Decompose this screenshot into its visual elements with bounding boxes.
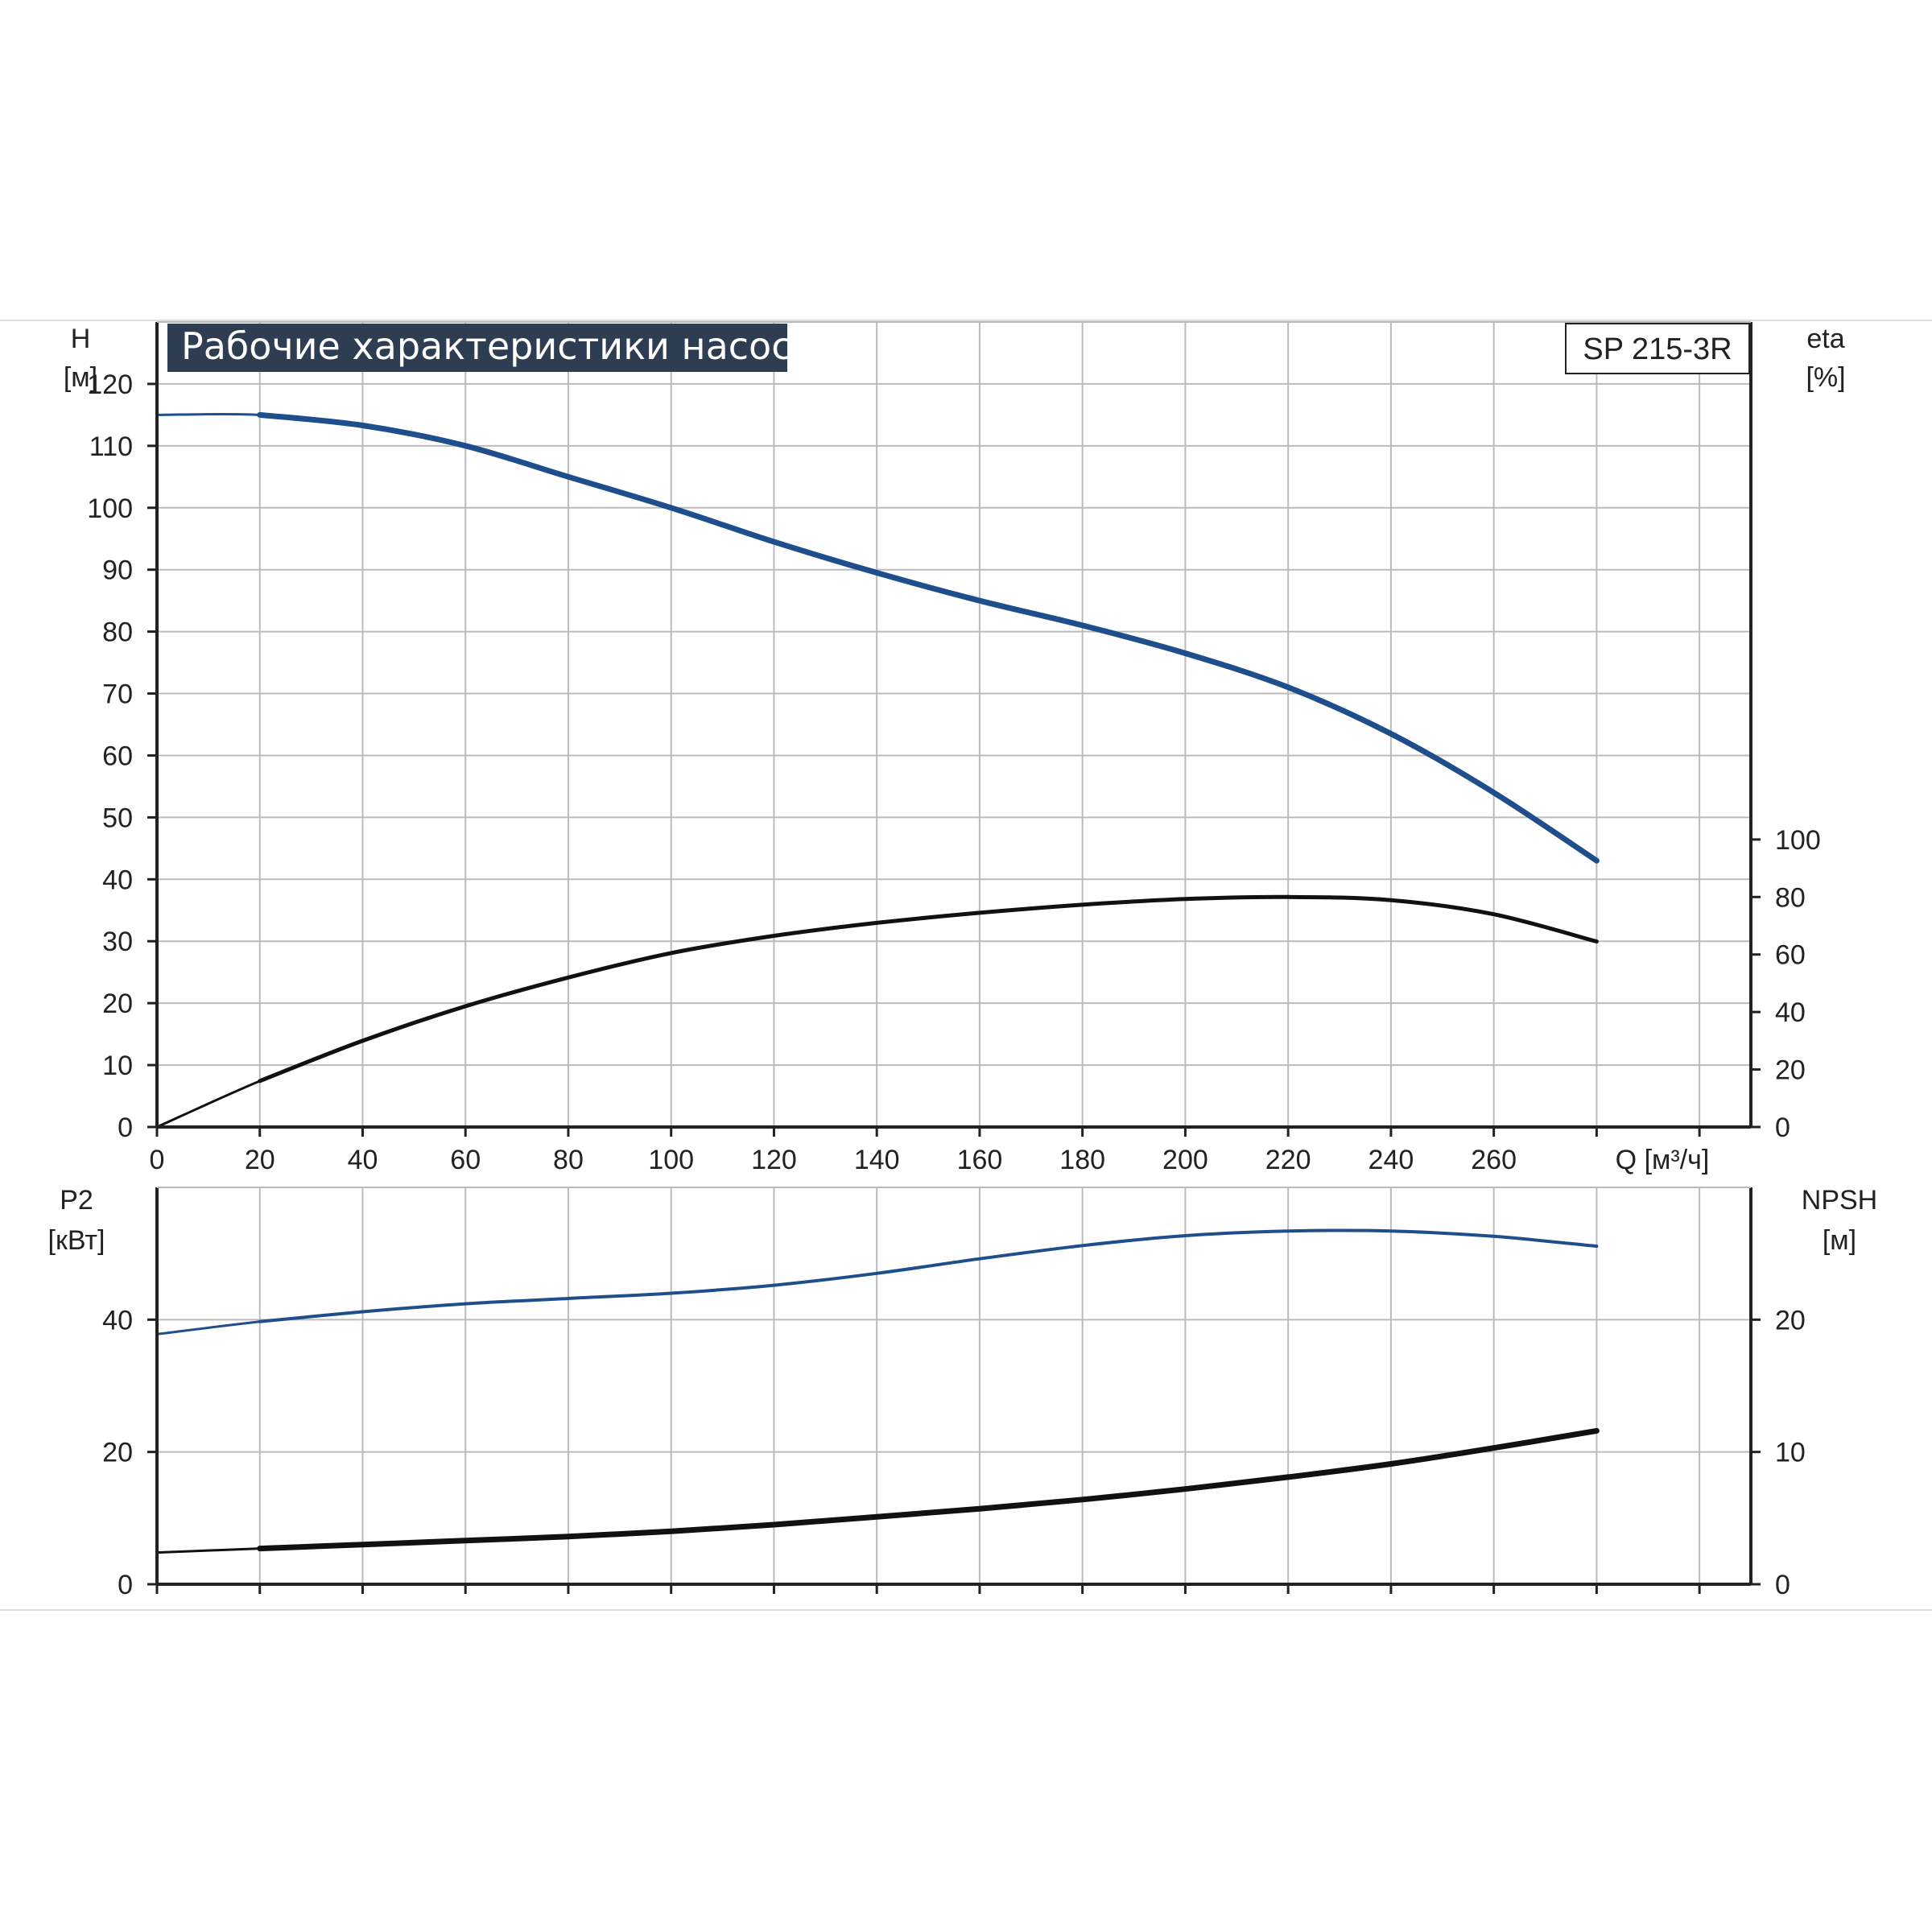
- x-tick-label: 140: [854, 1145, 900, 1175]
- y-left-tick-label: 40: [102, 865, 133, 895]
- npsh-axis-title: NPSH: [1802, 1185, 1877, 1216]
- x-tick-label: 240: [1368, 1145, 1414, 1175]
- y-right-tick-label: 0: [1775, 1113, 1790, 1143]
- head-curve-start: [156, 412, 260, 416]
- y-left-tick-label: 120: [87, 369, 133, 400]
- x-tick-label: 180: [1059, 1145, 1105, 1175]
- y-left-tick-label: 0: [118, 1570, 133, 1600]
- y-right-tick-label: 0: [1775, 1570, 1790, 1600]
- power-axis-title: P2: [60, 1185, 93, 1216]
- y-left-tick-label: 20: [102, 989, 133, 1019]
- head-curve: [257, 411, 1600, 864]
- x-tick-label: 120: [751, 1145, 797, 1175]
- efficiency-curve: [258, 894, 1599, 1084]
- y-left-axis-title: H: [71, 324, 91, 354]
- npsh-curve-start: [156, 1547, 260, 1554]
- x-tick-label: 80: [553, 1145, 584, 1175]
- y-right-tick-label: 100: [1775, 825, 1821, 856]
- y-right-tick-label: 20: [1775, 1305, 1806, 1335]
- x-tick-label: 40: [348, 1145, 378, 1175]
- y-left-tick-label: 80: [102, 617, 133, 648]
- x-tick-label: 20: [245, 1145, 275, 1175]
- x-tick-label: 260: [1471, 1145, 1517, 1175]
- y-left-tick-label: 100: [87, 493, 133, 524]
- power-p2-curve-start: [156, 1320, 260, 1335]
- x-tick-label: 60: [450, 1145, 481, 1175]
- power-p2-curve: [258, 1228, 1599, 1323]
- x-tick-label: 0: [150, 1145, 165, 1175]
- model-label: SP 215-3R: [1583, 332, 1732, 366]
- x-tick-label: 100: [648, 1145, 694, 1175]
- x-axis-title: Q [м³/ч]: [1616, 1145, 1710, 1175]
- y-right-tick-label: 80: [1775, 882, 1806, 913]
- x-tick-label: 220: [1265, 1145, 1311, 1175]
- y-right-axis-unit: [%]: [1806, 362, 1845, 393]
- power-axis-unit: [кВт]: [48, 1225, 105, 1256]
- y-right-tick-label: 20: [1775, 1055, 1806, 1086]
- y-right-axis-title: eta: [1806, 324, 1844, 354]
- y-left-tick-label: 40: [102, 1305, 133, 1335]
- y-left-tick-label: 90: [102, 555, 133, 586]
- x-tick-label: 160: [957, 1145, 1003, 1175]
- y-left-tick-label: 0: [118, 1113, 133, 1143]
- npsh-axis-unit: [м]: [1823, 1225, 1856, 1256]
- y-right-tick-label: 60: [1775, 940, 1806, 971]
- y-right-tick-label: 40: [1775, 997, 1806, 1028]
- chart-title: Рабочие характеристики насоса: [181, 324, 815, 368]
- y-left-tick-label: 10: [102, 1051, 133, 1081]
- efficiency-curve-start: [156, 1080, 261, 1129]
- title-banner: [167, 324, 787, 372]
- model-label-box: [1565, 323, 1750, 374]
- y-left-axis-unit: [м]: [64, 362, 97, 393]
- y-left-tick-label: 110: [89, 431, 133, 462]
- y-left-tick-label: 70: [102, 679, 133, 710]
- y-left-tick-label: 60: [102, 741, 133, 771]
- x-tick-label: 200: [1162, 1145, 1208, 1175]
- y-left-tick-label: 30: [102, 927, 133, 957]
- y-right-tick-label: 10: [1775, 1438, 1806, 1468]
- y-left-tick-label: 20: [102, 1438, 133, 1468]
- y-left-tick-label: 50: [102, 803, 133, 833]
- npsh-curve: [257, 1427, 1600, 1552]
